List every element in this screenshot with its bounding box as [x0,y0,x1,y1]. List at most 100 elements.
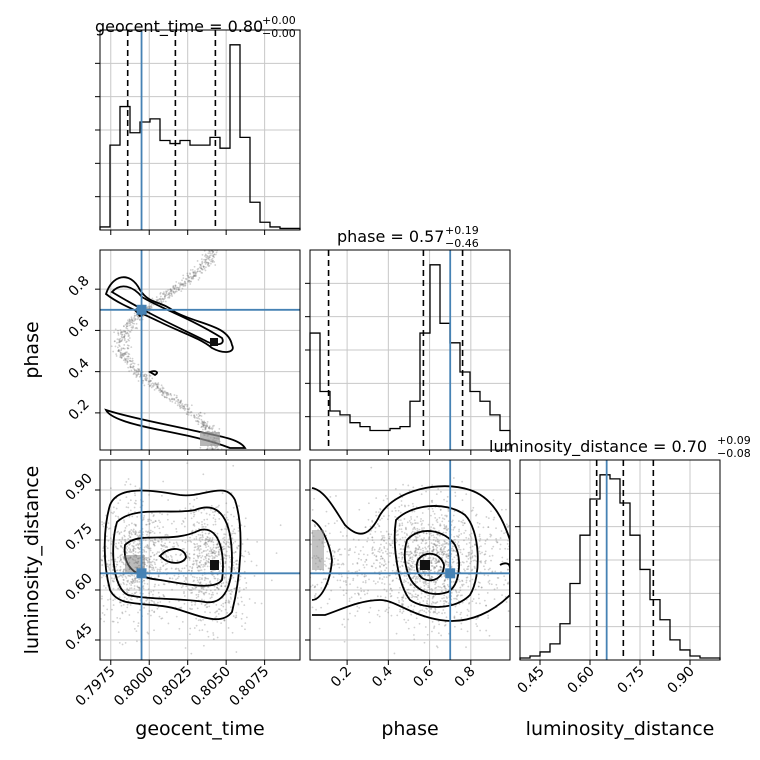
sample-point [389,544,392,547]
sample-point [254,602,256,604]
sample-point [367,518,370,521]
sample-point [142,500,144,503]
sample-point [178,286,181,289]
sample-point [378,578,381,580]
sample-point [416,581,419,584]
sample-point [416,533,419,536]
sample-point [218,427,221,430]
sample-point [204,541,207,544]
sample-point [153,388,156,391]
sample-point [453,526,456,528]
sample-point [148,565,151,568]
sample-point [172,285,175,288]
sample-point [145,523,148,526]
x-tick-label: 0.7975 [73,664,119,710]
sample-point [210,260,212,263]
sample-point [371,536,374,539]
sample-point [183,525,186,528]
sample-point [411,566,413,569]
x-axis-label-geocent-time: geocent_time [135,718,264,740]
sample-point [403,618,406,621]
sample-point [106,608,109,611]
sample-point [123,534,126,537]
sample-point [401,602,403,605]
sample-point [135,577,137,580]
sample-point [422,519,424,522]
sample-point [228,556,231,559]
sample-point [384,550,387,553]
sample-point [205,542,208,544]
sample-point [451,520,453,523]
sample-point [430,588,433,590]
sample-point [197,557,200,559]
sample-point [125,525,128,527]
sample-point [383,545,386,548]
sample-point [475,602,478,605]
sample-point [158,519,160,522]
sample-point [85,559,87,561]
sample-point [202,426,205,428]
sample-point [463,532,466,534]
sample-point [436,540,439,543]
sample-point [201,272,204,274]
sample-point [207,586,210,588]
sample-point [413,526,416,529]
sample-point [406,553,409,556]
sample-point [153,561,156,564]
sample-point [220,622,223,625]
sample-point [215,547,218,549]
sample-point [377,550,380,553]
sample-point [142,379,144,382]
sample-point [418,601,421,604]
sample-point [208,581,211,584]
sample-point [399,519,402,521]
sample-point [348,597,351,600]
sample-point [407,545,410,548]
sample-point [437,585,440,588]
sample-point [466,608,469,611]
sample-point [217,546,220,549]
sample-point [227,627,230,629]
sample-point [109,598,112,601]
sample-point [391,546,394,549]
sample-point [216,587,219,589]
sample-point [396,556,399,559]
sample-point [194,601,197,604]
sample-point [200,603,203,605]
sample-point [357,553,360,556]
sample-point [190,608,192,610]
sample-point [333,550,336,553]
sample-point [210,550,213,553]
sample-point [100,576,103,579]
sample-point [191,529,194,532]
sample-point [464,569,466,572]
sample-point [382,515,385,518]
sample-point [185,277,187,280]
sample-point [200,569,203,572]
sample-point [172,542,175,545]
sample-point [418,611,420,614]
sample-point [173,398,176,401]
sample-point [183,591,185,593]
sample-point [220,585,223,588]
sample-point [129,536,132,539]
sample-point [184,407,187,410]
sample-point [453,616,456,619]
sample-point [444,540,446,543]
sample-point [160,295,162,298]
sample-point [120,339,123,342]
sample-point [244,550,247,553]
sample-point [418,546,421,548]
sample-point [420,592,423,595]
sample-point [205,426,208,428]
sample-point [126,340,128,343]
sample-point [159,566,162,569]
y-axis-label-phase: phase [21,321,43,378]
sample-point [130,360,133,363]
sample-point [461,594,463,597]
sample-point [193,498,196,501]
sample-point [452,560,455,563]
sample-point [367,537,369,539]
sample-point [376,595,379,598]
sample-point [150,566,153,569]
